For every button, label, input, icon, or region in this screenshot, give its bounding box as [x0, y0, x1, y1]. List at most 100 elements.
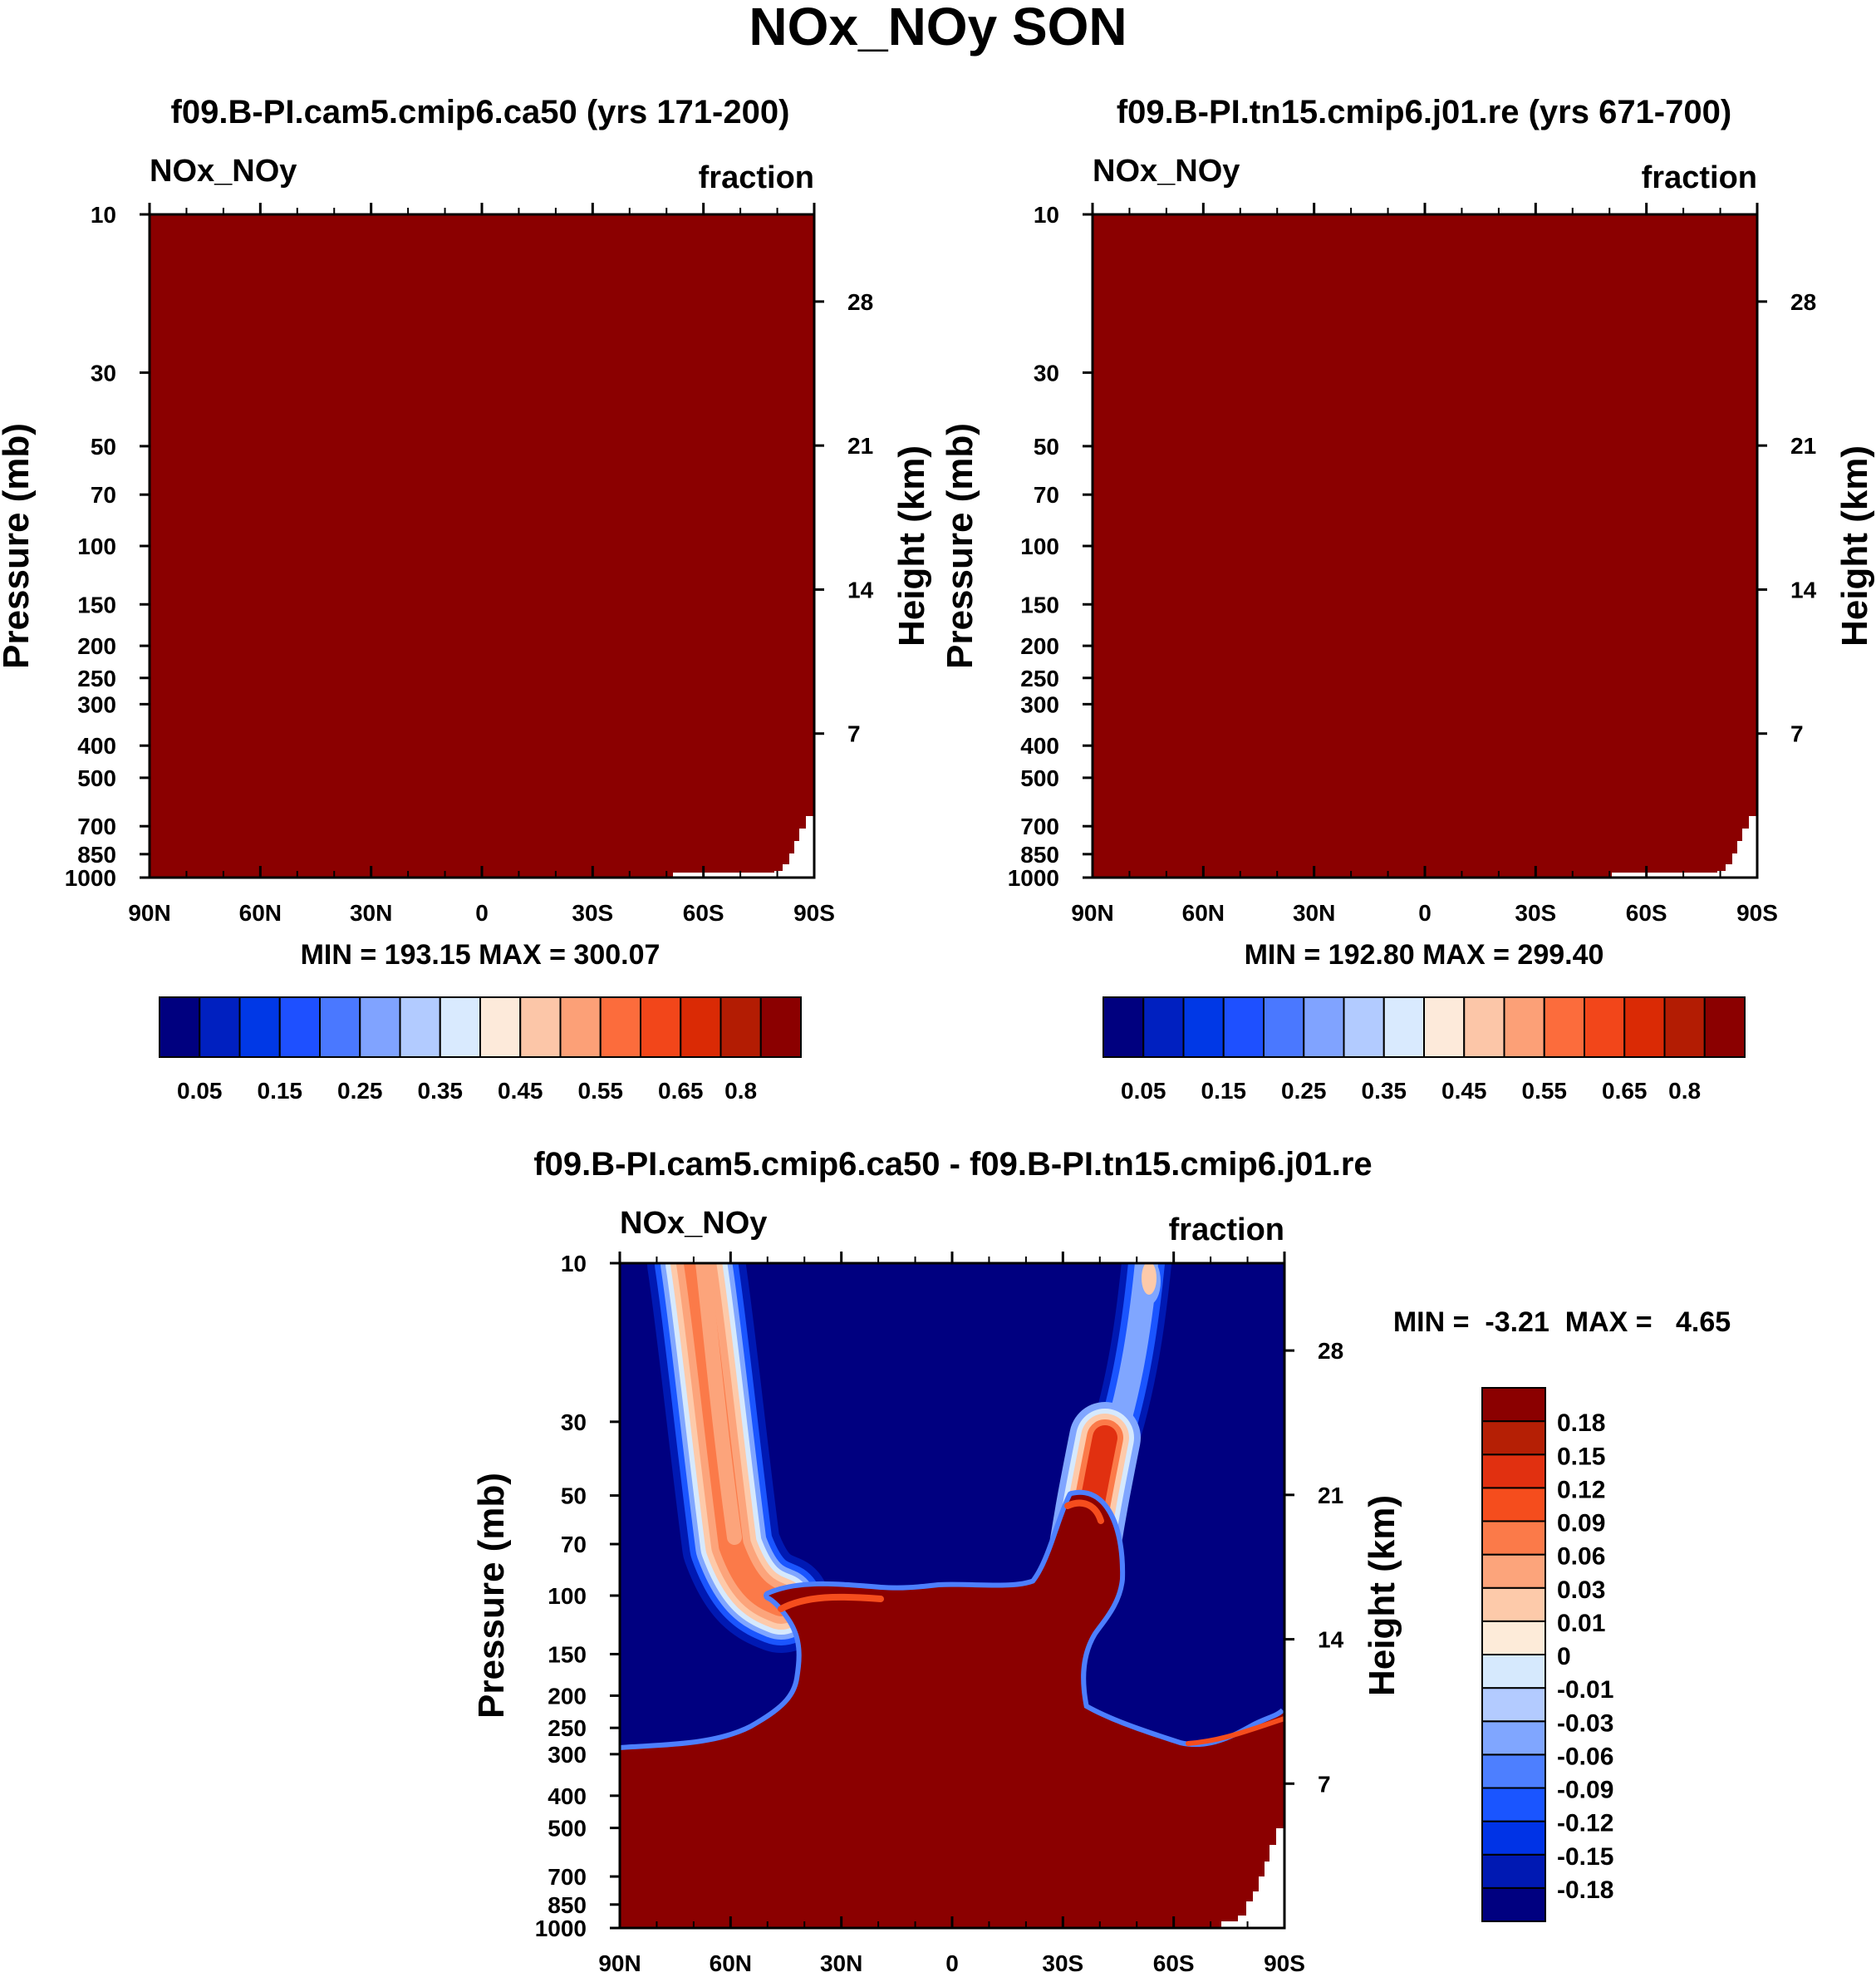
- panel-2-y-tick-label: 300: [1020, 691, 1059, 717]
- panel-2-y-tick-label: 200: [1020, 633, 1059, 659]
- panel-2-field: [1093, 214, 1757, 878]
- panel-2-colorbar-box: [1103, 996, 1145, 1058]
- panel-3-colorbar-label: 0.09: [1557, 1510, 1605, 1537]
- panel-3-colorbar-box: [1481, 1620, 1546, 1655]
- panel-3-ylabel-right: Height (km): [1362, 1495, 1402, 1696]
- panel-1-colorbar-label: 0.25: [337, 1078, 383, 1104]
- panel-3-y-tick-label: 700: [548, 1864, 587, 1890]
- panel-3-colorbar-box: [1481, 1553, 1546, 1589]
- panel-1-x-tick-label: 60S: [683, 900, 724, 926]
- panel-1-y-right-tick-label: 21: [847, 433, 873, 459]
- panel-2-variable-label: NOx_NOy: [1093, 154, 1240, 189]
- panel-1-title: f09.B-PI.cam5.cmip6.ca50 (yrs 171-200): [171, 94, 790, 130]
- panel-1-colorbar-box: [278, 996, 321, 1058]
- panel-1-y-tick-label: 10: [91, 202, 116, 228]
- panel-1-y-tick-label: 400: [77, 733, 116, 759]
- panel-2-y-right-tick-label: 14: [1790, 577, 1817, 602]
- panel-3-colorbar-label: 0.06: [1557, 1543, 1605, 1571]
- panel-1-x-tick-label: 0: [475, 900, 489, 926]
- panel-1-colorbar-label: 0.65: [658, 1078, 704, 1104]
- panel-3-colorbar-label: -0.09: [1557, 1777, 1613, 1804]
- panel-1-colorbar-box: [559, 996, 602, 1058]
- panel-3-y-tick-label: 30: [561, 1409, 587, 1435]
- panel-3-colorbar-box: [1481, 1654, 1546, 1689]
- panel-3-y-tick-label: 50: [561, 1483, 587, 1509]
- panel-1-ylabel: Pressure (mb): [0, 423, 37, 669]
- panel-3-colorbar-label: 0.12: [1557, 1476, 1605, 1503]
- panel-3-axis-ticks: [610, 1252, 1294, 1930]
- panel-1-y-tick-label: 100: [77, 534, 116, 559]
- panel-1-colorbar-box: [640, 996, 682, 1058]
- panel-1-colorbar-label: 0.05: [177, 1078, 223, 1104]
- panel-3-y-tick-label: 70: [561, 1532, 587, 1557]
- panel-3-colorbar-label: 0.15: [1557, 1443, 1605, 1470]
- panel-3-x-tick-label: 60N: [710, 1950, 752, 1976]
- panel-2-colorbar-box: [1343, 996, 1385, 1058]
- panel-3-colorbar-box: [1481, 1787, 1546, 1822]
- panel-3-y-tick-label: 200: [548, 1683, 587, 1709]
- panel-1-colorbar-label: 0.45: [498, 1078, 543, 1104]
- panel-2-ylabel: Pressure (mb): [940, 423, 980, 669]
- panel-3-y-tick-label: 10: [561, 1251, 587, 1276]
- panel-1-colorbar-box: [599, 996, 641, 1058]
- panel-1-missing-data: [673, 816, 814, 878]
- panel-1-x-tick-label: 60N: [239, 900, 282, 926]
- panel-2-y-tick-label: 150: [1020, 592, 1059, 617]
- panel-3-missing-data: [1221, 1828, 1284, 1928]
- panel-3-colorbar-label: 0.18: [1557, 1409, 1605, 1437]
- panel-2-title: f09.B-PI.tn15.cmip6.j01.re (yrs 671-700): [1117, 94, 1731, 130]
- panel-3-colorbar-box: [1481, 1487, 1546, 1522]
- panel-2-missing-data: [1612, 816, 1757, 878]
- panel-3-colorbar-label: -0.18: [1557, 1876, 1613, 1904]
- panel-2-y-right-tick-label: 7: [1790, 721, 1804, 747]
- panel-3-stats: MIN = -3.21 MAX = 4.65: [1393, 1306, 1731, 1338]
- panel-3-y-tick-label: 150: [548, 1641, 587, 1667]
- panel-2-axis-ticks: [1083, 203, 1767, 879]
- panel-2-y-tick-label: 1000: [1008, 865, 1059, 891]
- panel-2-axis-labels: 90N 60N 30N 0 30S 60S 90S 10 30 50 70 100 150 200 2503…: [1008, 202, 1817, 926]
- panel-1-variable-label: NOx_NOy: [150, 154, 297, 189]
- panel-3-y-tick-label: 400: [548, 1783, 587, 1809]
- panel-3-colorbar-box: [1481, 1753, 1546, 1789]
- panel-3-colorbar-box: [1481, 1586, 1546, 1622]
- panel-3: f09.B-PI.cam5.cmip6.ca50 - f09.B-PI.tn15…: [471, 1146, 1731, 1976]
- panel-2-y-tick-label: 70: [1034, 482, 1059, 508]
- panel-2-colorbar-label: 0.35: [1362, 1078, 1407, 1104]
- panel-1-y-tick-label: 850: [77, 842, 116, 868]
- panel-1-axis-labels: 90N 60N 30N 0 30S 60S 90S 10 30 50 70 100 150 200 2503…: [65, 202, 874, 926]
- panel-3-x-tick-label: 90S: [1264, 1950, 1305, 1976]
- panel-2-x-tick-label: 60S: [1626, 900, 1667, 926]
- panel-2-colorbar-box: [1663, 996, 1706, 1058]
- panel-2-x-tick-label: 60N: [1182, 900, 1225, 926]
- panel-1-colorbar-box: [759, 996, 802, 1058]
- panel-2-y-tick-label: 50: [1034, 434, 1059, 460]
- panel-2-colorbar-label: 0.05: [1121, 1078, 1166, 1104]
- panel-3-colorbar-box: [1481, 1453, 1546, 1489]
- panel-1-y-tick-label: 1000: [65, 865, 116, 891]
- panel-3-colorbar-box: [1481, 1886, 1546, 1922]
- panel-3-colorbar-box: [1481, 1853, 1546, 1889]
- panel-3-y-right-tick-label: 14: [1318, 1627, 1344, 1653]
- panel-1-x-tick-label: 30S: [572, 900, 613, 926]
- panel-1-y-right-tick-label: 7: [847, 721, 861, 747]
- panel-1-stats: MIN = 193.15 MAX = 300.07: [301, 939, 661, 971]
- panel-1-colorbar-box: [359, 996, 401, 1058]
- panel-1-colorbar-label: 0.15: [258, 1078, 303, 1104]
- panel-2-y-tick-label: 250: [1020, 666, 1059, 691]
- panel-3-colorbar-box: [1481, 1720, 1546, 1756]
- panel-3-units-label: fraction: [1169, 1212, 1284, 1247]
- panel-1-colorbar-box: [199, 996, 241, 1058]
- panel-3-y-tick-label: 1000: [535, 1916, 587, 1941]
- panel-2-colorbar-box: [1382, 996, 1425, 1058]
- panel-3-x-tick-label: 60S: [1153, 1950, 1195, 1976]
- panel-1-y-tick-label: 200: [77, 633, 116, 659]
- panel-3-x-tick-label: 30N: [820, 1950, 862, 1976]
- panel-2-y-tick-label: 10: [1034, 202, 1059, 228]
- panel-2-colorbar-box: [1303, 996, 1345, 1058]
- panel-1-x-tick-label: 90S: [793, 900, 835, 926]
- panel-3-x-tick-label: 90N: [598, 1950, 641, 1976]
- panel-2-colorbar-box: [1703, 996, 1746, 1058]
- panel-2-y-tick-label: 400: [1020, 733, 1059, 759]
- panel-2-colorbar-label: 0.65: [1602, 1078, 1648, 1104]
